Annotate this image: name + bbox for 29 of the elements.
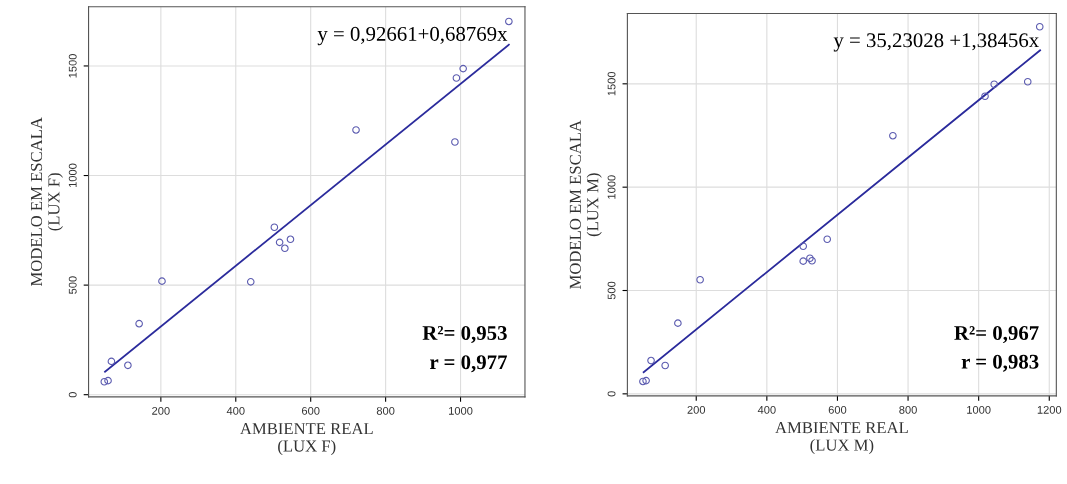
annotation: R²= 0,953 <box>422 325 507 344</box>
x-tick-label: 1000 <box>967 405 991 414</box>
y-tick-label: 500 <box>607 281 616 300</box>
y-tick-label: 1000 <box>68 163 77 188</box>
x-tick-label: 800 <box>899 405 917 414</box>
y-tick-label: 1500 <box>607 71 616 96</box>
x-axis-title: AMBIENTE REAL (LUX M) <box>775 422 908 455</box>
annotation: R²= 0,967 <box>954 326 1039 344</box>
x-tick-label: 800 <box>376 406 395 415</box>
x-tick-label: 200 <box>687 405 706 414</box>
y-axis-title: MODELO EM ESCALA (LUX F) <box>30 117 63 287</box>
y-tick-label: 0 <box>68 392 77 398</box>
x-tick-label: 1000 <box>449 406 473 415</box>
y-tick-label: 500 <box>68 276 77 294</box>
y-tick-label: 1500 <box>68 54 77 78</box>
y-tick-label: 0 <box>607 391 616 397</box>
annotation: y = 0,92661+0,68769x <box>317 26 508 46</box>
y-axis-title: MODELO EM ESCALA (LUX M) <box>569 120 602 289</box>
x-tick-label: 400 <box>757 405 776 414</box>
annotation: r = 0,983 <box>961 354 1039 372</box>
y-tick-label: 1000 <box>607 175 616 199</box>
annotation: y = 35,23028 +1,38456x <box>833 33 1039 52</box>
x-tick-label: 600 <box>828 405 847 414</box>
x-tick-label: 200 <box>152 406 170 415</box>
x-tick-label: 600 <box>301 406 320 415</box>
x-tick-label: 400 <box>226 406 245 415</box>
x-tick-label: 1200 <box>1037 405 1062 414</box>
annotation: r = 0,977 <box>430 355 507 373</box>
x-axis-title: AMBIENTE REAL (LUX F) <box>240 423 373 456</box>
